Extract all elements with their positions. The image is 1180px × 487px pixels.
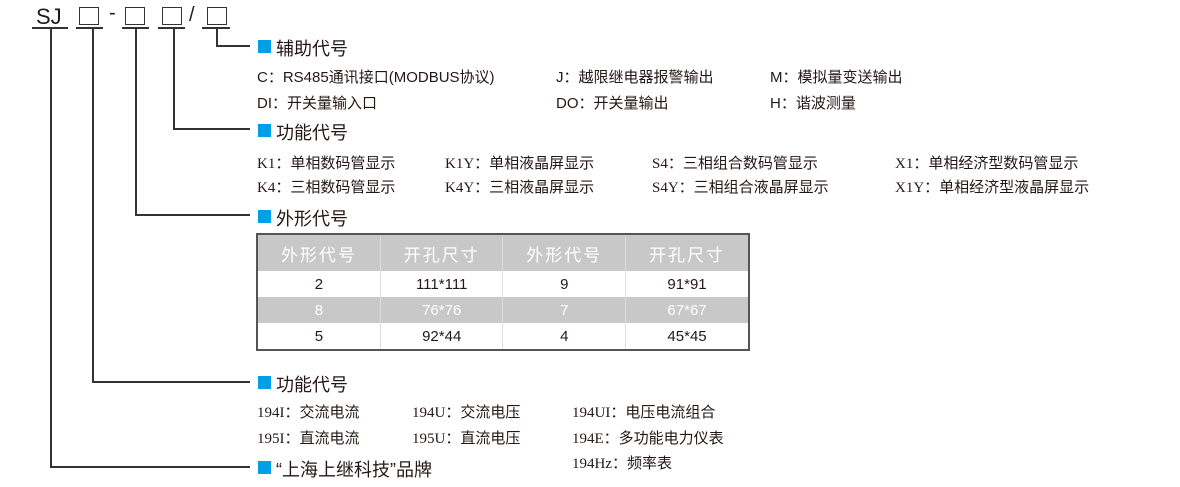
dash: - [109,2,116,24]
cell: 91*91 [625,271,750,297]
cell: 4 [502,323,627,350]
cell: 9 [502,271,627,297]
aux-item: M：模拟量变送输出 [770,69,903,86]
cell: 8 [257,297,381,323]
function-item: 194U：交流电压 [412,405,521,421]
header-cell: 外形代号 [502,234,627,271]
shape-table: 外形代号 开孔尺寸 外形代号 开孔尺寸 2 111*111 9 91*91 8 76*76 7 6… [256,233,750,351]
table-row: 2 111*111 9 91*91 [257,271,750,297]
aux-item: DO：开关量输出 [556,95,669,112]
function-item: 194I：交流电流 [257,405,360,421]
display-item: K4：三相数码管显示 [257,180,396,196]
aux-item: H：谐波测量 [770,95,856,112]
connector [135,214,250,216]
cell: 67*67 [625,297,750,323]
cell: 2 [257,271,381,297]
header-cell: 开孔尺寸 [625,234,750,271]
function-item: 194Hz：频率表 [572,456,672,472]
cell: 45*45 [625,323,750,350]
function-item: 195U：直流电压 [412,431,521,447]
code-box [207,7,227,25]
bullet-icon [258,40,271,53]
function-item: 194E：多功能电力仪表 [572,431,724,447]
function-item: 195I：直流电流 [257,431,360,447]
aux-title: 辅助代号 [276,39,348,59]
underline [158,27,185,29]
aux-item: DI：开关量输入口 [257,95,378,112]
cell: 7 [502,297,627,323]
code-box [125,7,145,25]
connector [135,27,137,215]
header-cell: 开孔尺寸 [380,234,504,271]
bullet-icon [258,376,271,389]
cell: 5 [257,323,381,350]
display-item: X1：单相经济型数码管显示 [895,156,1079,172]
function-title: 功能代号 [276,375,348,395]
aux-item: C：RS485通讯接口(MODBUS协议) [257,69,495,86]
aux-item: J：越限继电器报警输出 [556,69,714,86]
code-box [79,7,99,25]
connector [173,128,250,130]
table-row: 5 92*44 4 45*45 [257,323,750,350]
connector [216,27,218,46]
cell: 92*44 [380,323,504,350]
display-item: S4Y：三相组合液晶屏显示 [652,180,829,196]
bullet-icon [258,124,271,137]
bullet-icon [258,210,271,223]
display-item: K1Y：单相液晶屏显示 [445,156,595,172]
brand-title: “上海上继科技”品牌 [276,460,432,480]
code-box [162,7,182,25]
function-item: 194UI：电压电流组合 [572,405,716,421]
slash: / [189,4,195,26]
connector [216,45,250,47]
table-header: 外形代号 开孔尺寸 外形代号 开孔尺寸 [257,234,750,271]
display-item: S4：三相组合数码管显示 [652,156,818,172]
table-row: 8 76*76 7 67*67 [257,297,750,323]
connector [173,27,175,129]
display-item: K4Y：三相液晶屏显示 [445,180,595,196]
connector [50,466,250,468]
shape-title: 外形代号 [276,209,348,229]
display-item: K1：单相数码管显示 [257,156,396,172]
connector [92,27,94,382]
display-item: X1Y：单相经济型液晶屏显示 [895,180,1090,196]
model-prefix: SJ [36,4,62,29]
header-cell: 外形代号 [257,234,381,271]
underline [76,27,103,29]
bullet-icon [258,461,271,474]
connector [50,27,52,467]
display-title: 功能代号 [276,123,348,143]
cell: 76*76 [380,297,504,323]
connector [92,381,250,383]
cell: 111*111 [380,271,504,297]
